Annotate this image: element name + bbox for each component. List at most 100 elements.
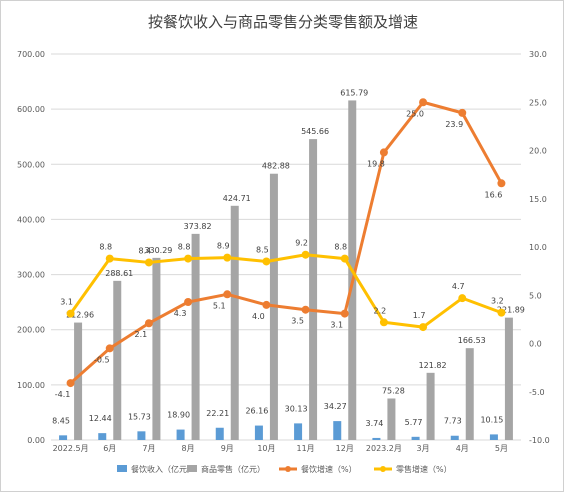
bar [465, 348, 474, 440]
line-point [144, 319, 153, 328]
bar [372, 437, 381, 440]
x-axis-tick-label: 6月 [103, 444, 116, 453]
bar-data-label: 482.88 [262, 162, 290, 171]
bar-data-label: 288.61 [105, 269, 133, 278]
line-data-label: 4.3 [174, 309, 187, 318]
bar [74, 322, 83, 440]
bar [387, 398, 396, 440]
legend-swatch-marker [380, 466, 386, 472]
legend-label: 餐饮收入（亿元） [131, 464, 195, 474]
line-data-label: 5.1 [213, 301, 226, 310]
bar-data-label: 12.44 [89, 414, 112, 423]
bar-data-label: 5.77 [405, 418, 423, 427]
line-point [144, 258, 153, 267]
bar-data-label: 10.15 [480, 415, 503, 424]
right-axis-tick-label: -10.0 [529, 436, 550, 445]
line-point [340, 254, 349, 263]
line-point [340, 309, 349, 318]
x-axis-tick-label: 3月 [417, 444, 430, 453]
line-point [419, 323, 428, 332]
bar [254, 425, 263, 440]
line-point [262, 300, 271, 309]
bar-data-label: 30.13 [285, 404, 308, 413]
x-axis-tick-label: 12月 [336, 444, 354, 453]
right-axis-tick-label: -5.0 [529, 388, 545, 397]
line-point [66, 379, 75, 388]
legend-swatch [117, 465, 127, 472]
right-axis-tick-label: 15.0 [529, 195, 547, 204]
x-axis-tick-label: 8月 [182, 444, 195, 453]
bar [215, 427, 224, 440]
line-data-label: -4.1 [55, 390, 71, 399]
x-axis-tick-label: 2023.2月 [366, 444, 402, 453]
line-data-label: 2.2 [374, 306, 387, 315]
bar-data-label: 212.96 [66, 311, 94, 320]
bar-data-label: 18.90 [167, 411, 190, 420]
line-data-label: 8.4 [139, 246, 152, 255]
bar-data-label: 26.16 [245, 407, 268, 416]
bar [59, 435, 68, 440]
bar [450, 435, 459, 440]
x-axis-tick-label: 5月 [495, 444, 508, 453]
bar [426, 372, 435, 440]
line-data-label: 8.8 [178, 243, 191, 252]
bar [113, 280, 122, 440]
left-axis-tick-label: 700.00 [17, 50, 45, 59]
bar [489, 434, 498, 440]
x-axis-tick-label: 10月 [257, 444, 275, 453]
right-axis-tick-label: 0.0 [529, 340, 542, 349]
x-axis-tick-label: 4月 [456, 444, 469, 453]
bar-data-label: 22.21 [206, 409, 229, 418]
line-point [419, 98, 428, 107]
bar-data-label: 615.79 [340, 88, 368, 97]
right-axis-tick-label: 30.0 [529, 50, 547, 59]
series-line [69, 253, 502, 329]
bar [191, 233, 200, 440]
left-axis-tick-label: 500.00 [17, 160, 45, 169]
bar [294, 423, 303, 440]
bar-data-label: 3.74 [366, 419, 384, 428]
bar [333, 421, 342, 440]
line-point [301, 305, 310, 314]
line-data-label: 1.7 [413, 311, 426, 320]
line-point [458, 108, 467, 117]
line-point [105, 254, 114, 263]
x-axis-tick-label: 2022.5月 [53, 444, 89, 453]
right-axis-tick-label: 20.0 [529, 147, 547, 156]
bar [230, 205, 239, 440]
bar [411, 436, 420, 440]
line-point [184, 254, 193, 263]
line-data-label: 8.5 [256, 245, 269, 254]
left-axis-tick-label: 300.00 [17, 271, 45, 280]
left-axis-tick-label: 0.00 [27, 436, 45, 445]
bar [504, 317, 513, 440]
left-axis-tick-label: 200.00 [17, 326, 45, 335]
line-data-label: 2.1 [135, 330, 148, 339]
bar [176, 429, 185, 440]
line-data-label: 3.2 [491, 297, 504, 306]
bar [152, 257, 161, 440]
bar-data-label: 166.53 [458, 336, 486, 345]
line-point [184, 298, 193, 307]
line-point [458, 294, 467, 303]
x-axis-tick-label: 11月 [296, 444, 314, 453]
line-point [105, 344, 114, 353]
x-axis-tick-label: 9月 [221, 444, 234, 453]
bar-data-label: 121.82 [419, 361, 447, 370]
line-data-label: 3.1 [60, 298, 73, 307]
line-data-label: 8.9 [217, 242, 230, 251]
line-data-label: -0.5 [94, 355, 110, 364]
line-data-label: 16.6 [485, 190, 503, 199]
chart-title: 按餐饮收入与商品零售分类零售额及增速 [148, 13, 418, 31]
bar [309, 139, 318, 440]
left-axis-tick-label: 400.00 [17, 215, 45, 224]
line-data-label: 4.0 [252, 312, 265, 321]
bar-data-label: 424.71 [223, 194, 251, 203]
legend-swatch-marker [285, 466, 291, 472]
bar [137, 431, 146, 440]
line-point [497, 179, 506, 188]
line-point [66, 309, 75, 318]
bar-data-label: 75.28 [382, 386, 405, 395]
line-point [379, 318, 388, 327]
